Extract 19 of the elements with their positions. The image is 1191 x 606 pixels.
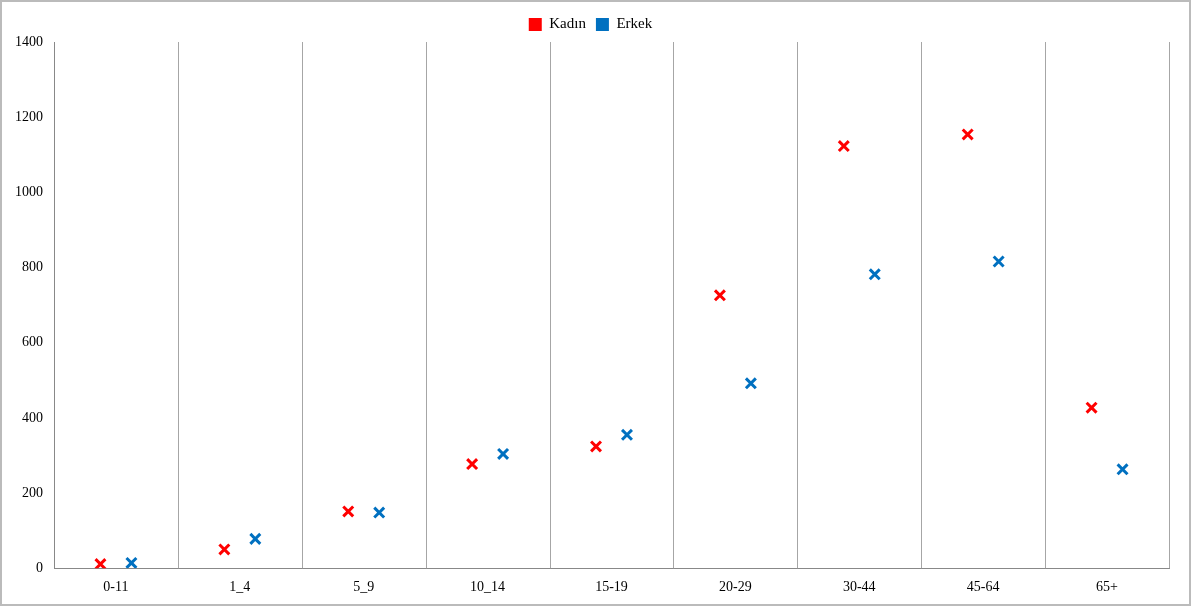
x-tick-label: 45-64: [966, 579, 1000, 595]
y-tick-label: 1000: [15, 184, 43, 200]
y-tick-label: 0: [36, 559, 43, 575]
x-tick-label: 65+: [1096, 579, 1119, 595]
y-tick-label: 1200: [15, 108, 43, 124]
y-tick-label: 400: [22, 409, 43, 425]
y-tick-label: 600: [22, 334, 43, 350]
y-tick-label: 1400: [15, 33, 43, 49]
x-tick-label: 5_9: [353, 579, 375, 595]
x-tick-label: 30-44: [842, 579, 876, 595]
y-tick-label: 200: [22, 484, 43, 500]
x-tick-label: 20-29: [719, 579, 752, 595]
x-tick-label: 15-19: [595, 579, 628, 595]
y-tick-label: 800: [22, 259, 43, 275]
x-tick-label: 0-11: [103, 579, 129, 595]
legend-label: Erkek: [616, 15, 653, 32]
x-tick-label: 1_4: [229, 579, 251, 595]
legend-label: Kadın: [549, 15, 587, 32]
x-tick-label: 10_14: [470, 579, 506, 595]
